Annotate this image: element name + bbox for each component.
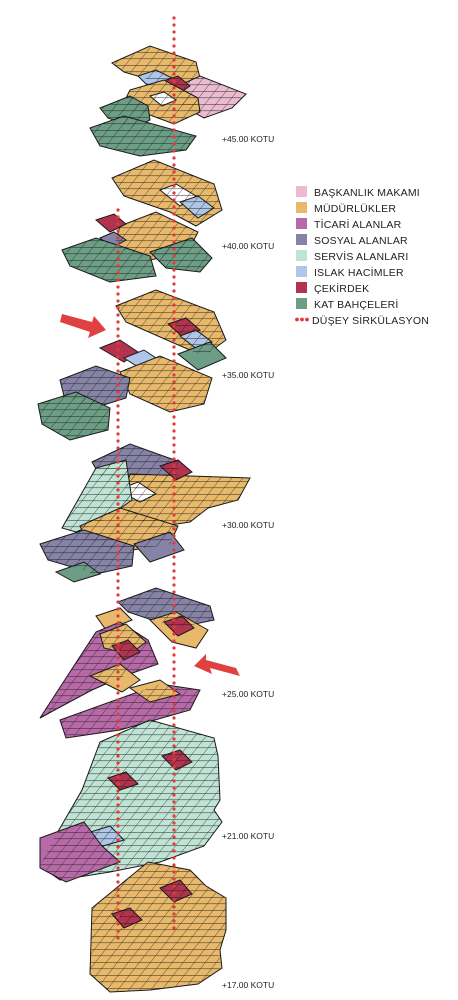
legend: BAŞKANLIK MAKAMI MÜDÜRLÜKLER TİCARİ ALANLA… [295, 186, 429, 327]
legend-dot-icon [295, 317, 299, 322]
floor-plate-30 [39, 443, 251, 583]
floor-plate-45 [89, 45, 247, 157]
legend-label: SOSYAL ALANLAR [314, 235, 408, 247]
legend-swatch-bahce [296, 298, 307, 309]
legend-swatch-mudurluk [296, 202, 307, 213]
level-label: +25.00 KOTU [222, 689, 274, 699]
level-label: +35.00 KOTU [222, 370, 274, 380]
legend-swatch-ticari [296, 218, 307, 229]
legend-label: ISLAK HACİMLER [314, 266, 404, 279]
legend-swatch-servis [296, 250, 307, 261]
legend-label: ÇEKİRDEK [314, 282, 369, 295]
level-label: +21.00 KOTU [222, 831, 274, 841]
floor-plate-21 [39, 719, 223, 883]
entrance-arrow-icon [60, 314, 106, 338]
legend-label: BAŞKANLIK MAKAMI [314, 187, 420, 199]
legend-label: KAT BAHÇELERİ [314, 298, 399, 311]
level-label: +30.00 KOTU [222, 520, 274, 530]
floor-plate-40 [61, 159, 223, 283]
level-label: +45.00 KOTU [222, 134, 274, 144]
legend-swatch-islak [296, 266, 307, 277]
legend-label: MÜDÜRLÜKLER [314, 203, 396, 215]
legend-dot-icon [300, 317, 304, 322]
legend-swatch-cekirdek [296, 282, 307, 293]
legend-dot-icon [305, 317, 309, 322]
legend-swatch-sosyal [296, 234, 307, 245]
legend-label: TİCARİ ALANLAR [314, 218, 402, 231]
floor-plate-17 [89, 861, 227, 993]
level-label: +17.00 KOTU [222, 980, 274, 990]
floor-plate-25 [39, 587, 215, 739]
level-label: +40.00 KOTU [222, 241, 274, 251]
legend-label: DÜŞEY SİRKÜLASYON [312, 314, 429, 327]
legend-swatch-baskanlik [296, 186, 307, 197]
legend-label: SERVİS ALANLARI [314, 250, 408, 263]
entrance-arrow-icon [194, 654, 240, 676]
floor-plate-35 [37, 289, 227, 441]
